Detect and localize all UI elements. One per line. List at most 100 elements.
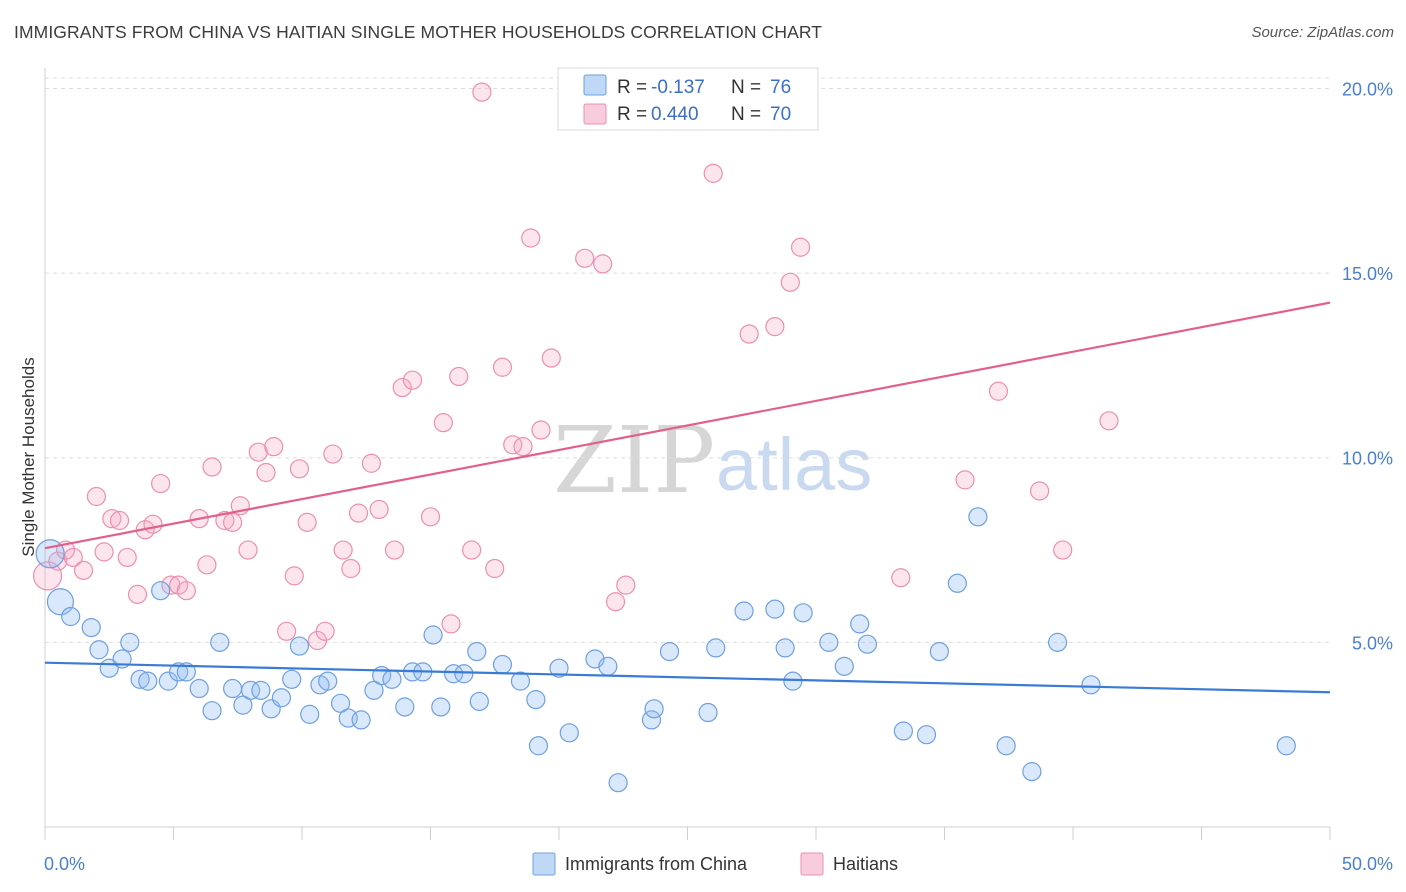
haitians-point-39 xyxy=(384,540,405,560)
stats-legend-r-value-haitians: 0.440 xyxy=(651,104,699,125)
haitians-point-64 xyxy=(891,568,911,588)
watermark: ZIP atlas xyxy=(553,407,872,514)
china-point-12 xyxy=(169,662,189,682)
y-tick-label-0: 5.0% xyxy=(1352,633,1393,653)
haitians-point-43 xyxy=(433,413,453,433)
china-point-37 xyxy=(423,625,443,645)
china-point-4 xyxy=(89,640,109,660)
axes xyxy=(44,68,1331,840)
haitians-point-54 xyxy=(541,348,561,368)
y-tick-labels: 5.0% 10.0% 15.0% 20.0% xyxy=(1342,79,1393,653)
haitians-points xyxy=(32,82,1119,651)
haitians-point-4 xyxy=(73,560,94,580)
china-point-19 xyxy=(241,680,261,700)
haitians-point-47 xyxy=(472,82,492,102)
haitians-point-13 xyxy=(151,473,171,494)
china-point-66 xyxy=(893,721,913,741)
china-point-51 xyxy=(608,773,628,793)
stats-legend: R = -0.137 N = 76 R = 0.440 N = 70 xyxy=(557,67,819,131)
haitians-point-66 xyxy=(988,381,1009,401)
haitians-point-60 xyxy=(739,324,759,344)
y-tick-label-3: 20.0% xyxy=(1342,79,1393,99)
haitians-point-7 xyxy=(102,509,122,529)
haitians-point-42 xyxy=(420,507,441,527)
stats-legend-n-label-china: N = xyxy=(731,77,761,98)
stats-legend-n-label-haitians: N = xyxy=(731,104,761,125)
x-tick-label-max: 50.0% xyxy=(1342,854,1393,874)
haitians-point-58 xyxy=(616,575,636,595)
haitians-point-19 xyxy=(202,457,222,477)
china-point-42 xyxy=(469,691,489,712)
china-point-25 xyxy=(300,704,320,724)
haitians-point-21 xyxy=(223,512,243,532)
y-tick-label-2: 15.0% xyxy=(1342,264,1393,284)
haitians-point-9 xyxy=(117,547,137,568)
haitians-point-52 xyxy=(521,228,541,248)
haitians-point-30 xyxy=(297,512,317,532)
china-point-47 xyxy=(549,658,569,678)
chart-source: Source: ZipAtlas.com xyxy=(1251,24,1394,41)
china-point-58 xyxy=(765,599,785,619)
haitians-point-67 xyxy=(1029,481,1050,501)
haitians-point-36 xyxy=(348,503,369,523)
china-point-65 xyxy=(857,634,878,654)
china-point-14 xyxy=(189,678,209,699)
china-point-46 xyxy=(528,736,549,756)
china-point-31 xyxy=(364,680,384,700)
china-point-73 xyxy=(1047,632,1068,652)
china-points xyxy=(35,507,1296,793)
haitians-point-1 xyxy=(48,551,68,571)
china-point-30 xyxy=(351,710,371,730)
haitians-point-28 xyxy=(284,566,304,586)
china-point-27 xyxy=(318,671,338,691)
haitians-point-23 xyxy=(238,540,258,560)
china-point-18 xyxy=(233,695,253,715)
haitians-point-53 xyxy=(531,420,551,440)
china-point-55 xyxy=(698,702,718,723)
china-point-69 xyxy=(947,573,967,593)
china-point-8 xyxy=(130,669,150,689)
stats-legend-r-value-china: -0.137 xyxy=(651,77,705,98)
haitians-point-62 xyxy=(780,272,800,292)
china-point-22 xyxy=(271,688,292,708)
china-point-57 xyxy=(734,601,754,621)
haitians-point-45 xyxy=(449,366,469,387)
china-point-62 xyxy=(819,632,839,652)
haitians-point-48 xyxy=(485,558,505,579)
china-point-33 xyxy=(382,669,402,689)
stats-legend-r-label-haitians: R = xyxy=(617,104,647,125)
china-point-50 xyxy=(598,656,618,676)
watermark-zip: ZIP xyxy=(553,407,715,514)
stats-legend-n-value-china: 76 xyxy=(770,77,791,98)
china-point-3 xyxy=(81,617,101,638)
china-trendline xyxy=(44,661,1331,694)
china-point-54 xyxy=(659,641,680,662)
china-point-63 xyxy=(834,656,854,676)
china-point-9 xyxy=(138,671,158,691)
haitians-point-49 xyxy=(492,357,513,377)
haitians-point-55 xyxy=(575,248,595,268)
haitians-point-5 xyxy=(86,486,107,507)
haitians-point-61 xyxy=(765,317,785,337)
china-point-13 xyxy=(176,662,196,682)
china-point-44 xyxy=(510,671,531,691)
china-point-40 xyxy=(454,664,474,684)
china-point-38 xyxy=(431,697,451,717)
haitians-point-10 xyxy=(127,584,148,604)
china-point-60 xyxy=(783,671,803,691)
x-tick-label-min: 0.0% xyxy=(44,854,85,874)
china-point-16 xyxy=(210,632,230,652)
china-point-28 xyxy=(330,693,351,713)
china-point-74 xyxy=(1081,675,1101,695)
china-point-45 xyxy=(526,690,546,710)
y-axis-label: Single Mother Households xyxy=(19,357,38,556)
china-point-43 xyxy=(492,654,513,675)
haitians-point-16 xyxy=(176,581,196,601)
haitians-point-63 xyxy=(790,237,811,257)
stats-legend-swatch-haitians xyxy=(583,103,607,125)
stats-legend-r-label-china: R = xyxy=(617,77,647,98)
haitians-point-20 xyxy=(215,510,235,531)
haitians-point-25 xyxy=(256,462,276,483)
series-legend: Immigrants from China Haitians xyxy=(532,852,898,876)
china-point-24 xyxy=(289,636,310,656)
